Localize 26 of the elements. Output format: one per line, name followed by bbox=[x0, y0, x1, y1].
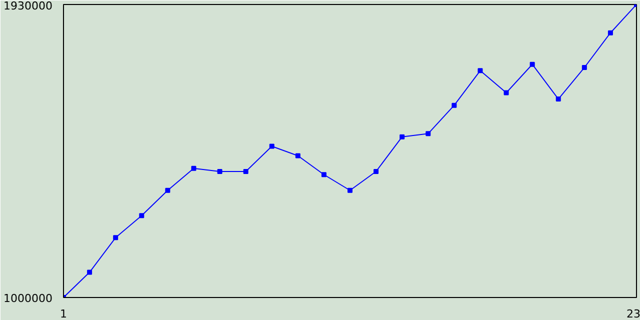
y-tick-label: 1930000 bbox=[4, 0, 53, 12]
point bbox=[608, 30, 613, 36]
point bbox=[348, 188, 352, 193]
point bbox=[113, 235, 118, 240]
point bbox=[295, 153, 300, 158]
point bbox=[191, 166, 196, 171]
point bbox=[165, 188, 170, 193]
point bbox=[243, 168, 248, 174]
point bbox=[452, 102, 457, 108]
point bbox=[217, 168, 222, 174]
point bbox=[374, 168, 379, 174]
x-tick-label: 1 bbox=[60, 308, 67, 320]
point bbox=[269, 144, 274, 149]
point bbox=[139, 213, 144, 218]
point bbox=[504, 90, 509, 96]
y-tick-label: 1000000 bbox=[4, 292, 53, 305]
point bbox=[321, 172, 326, 178]
point bbox=[478, 68, 483, 74]
point bbox=[556, 96, 561, 102]
point bbox=[87, 270, 92, 275]
point bbox=[426, 131, 431, 136]
point bbox=[400, 134, 405, 140]
point bbox=[530, 62, 535, 67]
point bbox=[582, 65, 587, 70]
line-series bbox=[64, 4, 636, 298]
x-tick-label: 23 bbox=[626, 308, 640, 320]
